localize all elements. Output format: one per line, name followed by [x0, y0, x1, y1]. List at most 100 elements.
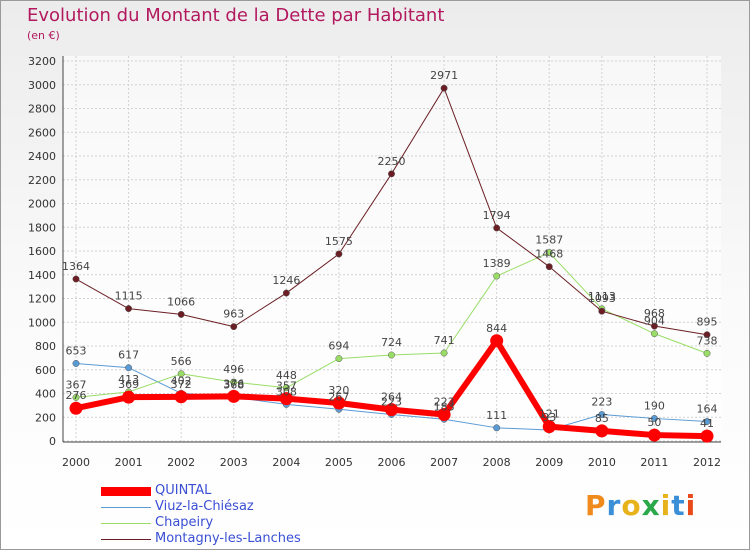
brand-letter: r — [606, 489, 622, 522]
data-point-quintal — [69, 401, 83, 415]
data-point-montagny-les-lanches — [282, 289, 290, 297]
y-tick-label: 2000 — [28, 198, 56, 211]
data-point-quintal — [279, 392, 293, 406]
data-point-chapeiry — [650, 330, 658, 338]
data-point-quintal — [227, 389, 241, 403]
legend: QUINTAL Viuz-la-Chiésaz Chapeiry Montagny-l… — [101, 483, 301, 547]
data-label-chapeiry: 1587 — [535, 234, 563, 247]
data-point-chapeiry — [703, 349, 711, 357]
data-label-montagny-les-lanches: 1575 — [325, 235, 353, 248]
data-label-chapeiry: 741 — [434, 334, 455, 347]
data-label-viuz-la-chi-saz: 617 — [118, 349, 139, 362]
x-tick-label: 2000 — [62, 456, 90, 469]
data-label-montagny-les-lanches: 968 — [644, 307, 665, 320]
data-point-chapeiry — [282, 384, 290, 392]
data-label-quintal: 50 — [647, 416, 661, 429]
data-label-viuz-la-chi-saz: 308 — [276, 385, 297, 398]
x-tick-label: 2002 — [167, 456, 195, 469]
data-label-quintal: 357 — [276, 380, 297, 393]
data-label-montagny-les-lanches: 1246 — [272, 274, 300, 287]
data-label-montagny-les-lanches: 1115 — [115, 290, 143, 303]
y-tick-label: 1400 — [28, 269, 56, 282]
data-label-montagny-les-lanches: 963 — [223, 308, 244, 321]
legend-item-quintal: QUINTAL — [101, 483, 301, 499]
data-label-chapeiry: 367 — [66, 378, 87, 391]
data-label-montagny-les-lanches: 1364 — [62, 260, 90, 273]
data-point-montagny-les-lanches — [545, 263, 553, 271]
data-point-viuz-la-chi-saz — [598, 411, 606, 418]
y-tick-label: 0 — [49, 435, 56, 448]
data-label-quintal: 121 — [539, 408, 560, 421]
data-point-quintal — [174, 390, 188, 404]
data-label-viuz-la-chi-saz: 93 — [542, 411, 556, 424]
data-point-montagny-les-lanches — [440, 84, 448, 92]
x-tick-label: 2011 — [640, 456, 668, 469]
y-tick-label: 2600 — [28, 126, 56, 139]
data-point-chapeiry — [72, 393, 80, 401]
chart-unit-label: (en €) — [27, 29, 60, 42]
y-tick-label: 1000 — [28, 316, 56, 329]
x-tick-label: 2008 — [483, 456, 511, 469]
data-label-montagny-les-lanches: 1468 — [535, 248, 563, 261]
data-point-quintal — [700, 429, 714, 443]
y-tick-label: 400 — [35, 388, 56, 401]
legend-label: Chapeiry — [155, 515, 214, 530]
y-tick-label: 3200 — [28, 55, 56, 68]
y-tick-label: 2200 — [28, 174, 56, 187]
data-point-quintal — [385, 403, 398, 417]
y-tick-label: 600 — [35, 364, 56, 377]
data-point-montagny-les-lanches — [125, 305, 133, 313]
data-point-montagny-les-lanches — [598, 307, 606, 315]
data-point-viuz-la-chi-saz — [125, 364, 133, 372]
brand-logo: Proxiti — [585, 489, 696, 522]
y-tick-label: 1200 — [28, 293, 56, 306]
data-label-quintal: 372 — [171, 378, 192, 391]
data-point-quintal — [595, 424, 609, 438]
data-label-quintal: 223 — [434, 396, 455, 409]
y-tick-label: 2800 — [28, 103, 56, 116]
data-label-quintal: 264 — [381, 391, 402, 404]
brand-letter: o — [621, 489, 642, 522]
data-point-montagny-les-lanches — [493, 224, 501, 232]
data-point-montagny-les-lanches — [335, 250, 343, 258]
y-tick-label: 200 — [35, 411, 56, 424]
data-point-chapeiry — [493, 272, 501, 280]
brand-letter: t — [671, 489, 686, 522]
data-label-viuz-la-chi-saz: 368 — [223, 378, 244, 391]
x-tick-label: 2005 — [325, 456, 353, 469]
data-point-montagny-les-lanches — [230, 323, 238, 331]
legend-label: Viuz-la-Chiésaz — [155, 499, 254, 514]
data-label-quintal: 320 — [328, 384, 349, 397]
data-point-quintal — [437, 408, 451, 422]
x-tick-label: 2007 — [430, 456, 458, 469]
data-point-montagny-les-lanches — [703, 331, 711, 339]
data-label-chapeiry: 413 — [118, 373, 139, 386]
x-tick-label: 2001 — [115, 456, 143, 469]
data-label-chapeiry: 1113 — [588, 290, 616, 303]
data-point-quintal — [122, 390, 136, 404]
data-point-viuz-la-chi-saz — [493, 424, 501, 432]
brand-letter: i — [685, 489, 697, 522]
data-label-chapeiry: 448 — [276, 369, 297, 382]
data-label-chapeiry: 738 — [697, 334, 718, 347]
data-label-viuz-la-chi-saz: 223 — [591, 396, 612, 409]
data-point-montagny-les-lanches — [177, 310, 185, 318]
x-tick-label: 2004 — [272, 456, 300, 469]
y-tick-label: 1800 — [28, 221, 56, 234]
data-point-chapeiry — [388, 351, 395, 359]
legend-item-montagny-les-lanches: Montagny-les-Lanches — [101, 531, 301, 547]
data-label-viuz-la-chi-saz: 223 — [381, 396, 402, 409]
data-point-viuz-la-chi-saz — [72, 360, 80, 367]
data-label-chapeiry: 724 — [381, 336, 402, 349]
data-label-chapeiry: 694 — [328, 340, 349, 353]
data-label-viuz-la-chi-saz: 653 — [66, 344, 87, 357]
data-label-viuz-la-chi-saz: 190 — [644, 399, 665, 412]
legend-item-chapeiry: Chapeiry — [101, 515, 301, 531]
data-label-chapeiry: 566 — [171, 355, 192, 368]
data-point-quintal — [542, 420, 556, 434]
x-tick-label: 2003 — [220, 456, 248, 469]
data-point-montagny-les-lanches — [72, 275, 80, 283]
x-tick-label: 2009 — [535, 456, 563, 469]
brand-letter: P — [585, 489, 607, 522]
